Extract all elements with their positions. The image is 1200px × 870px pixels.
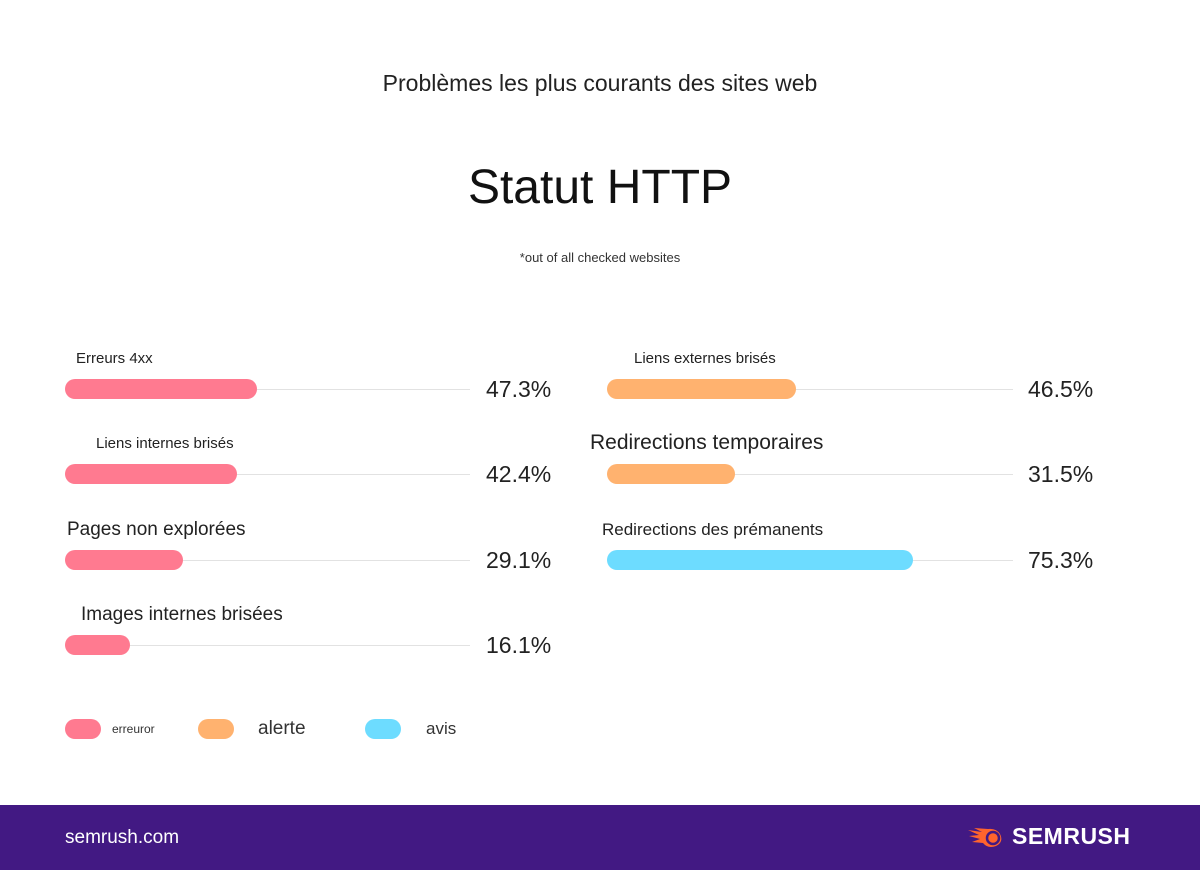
bar-track (607, 389, 1013, 390)
bar (607, 550, 913, 570)
legend-swatch (198, 719, 234, 739)
bar (65, 464, 237, 484)
chart-note: *out of all checked websites (519, 250, 681, 265)
bar-track (607, 474, 1013, 475)
bar-value-label: 47.3% (486, 376, 552, 402)
footer: semrush.com SEMRUSH (0, 805, 1200, 870)
bar (65, 379, 257, 399)
bar-label: Redirections temporaires (590, 431, 824, 455)
legend-label: alerte (258, 717, 306, 739)
chart-title: Statut HTTP (467, 161, 733, 214)
bar-label: Erreurs 4xx (76, 350, 153, 367)
semrush-fireball-icon (968, 827, 1002, 847)
bar (65, 550, 183, 570)
bar-value-label: 31.5% (1028, 461, 1094, 487)
site-url[interactable]: semrush.com (65, 827, 180, 848)
legend-swatch (365, 719, 401, 739)
bar (607, 379, 796, 399)
legend-swatch (65, 719, 101, 739)
chart-subtitle: Problèmes les plus courants des sites we… (382, 70, 818, 96)
bar-label: Liens externes brisés (634, 350, 776, 367)
bar-label: Images internes brisées (81, 603, 283, 625)
bar-track (65, 389, 470, 390)
legend-label: erreuror (112, 721, 155, 736)
bar (65, 635, 131, 655)
bar-value-label: 42.4% (486, 461, 552, 487)
bar-value-label: 29.1% (486, 547, 552, 573)
bar-label: Redirections des prémanents (602, 519, 824, 539)
logo-text: SEMRUSH (1012, 823, 1131, 849)
bar-label: Liens internes brisés (96, 435, 234, 452)
semrush-logo: SEMRUSH (966, 823, 1131, 850)
bar-track (65, 474, 470, 475)
bar-track (65, 560, 470, 561)
bar-label: Pages non explorées (67, 518, 246, 540)
bar-value-label: 46.5% (1028, 376, 1094, 402)
bar (607, 464, 735, 484)
bar-value-label: 16.1% (486, 632, 552, 658)
bar-track (65, 645, 470, 646)
legend-label: avis (426, 718, 457, 738)
bar-value-label: 75.3% (1028, 547, 1094, 573)
